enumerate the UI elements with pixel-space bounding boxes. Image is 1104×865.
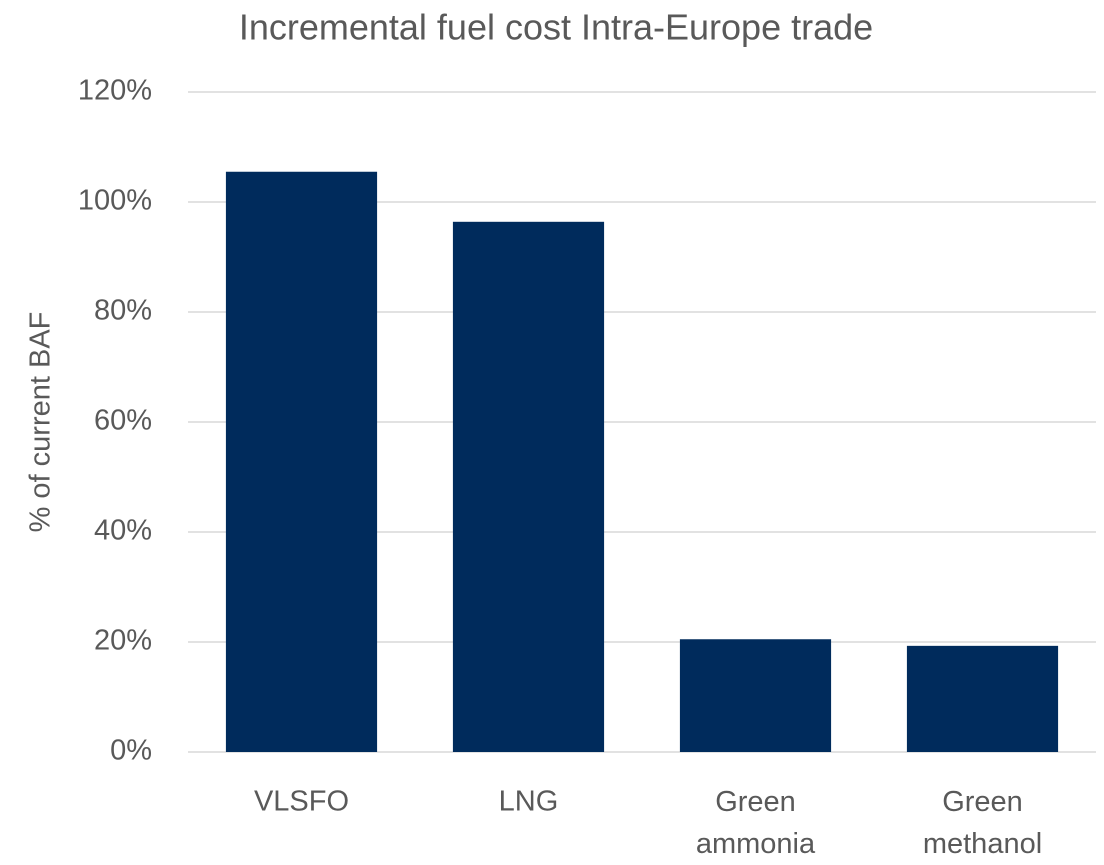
y-axis-label: % of current BAF [25,312,57,533]
chart-title: Incremental fuel cost Intra-Europe trade [239,7,873,48]
bar [906,645,1059,752]
x-tick-label: Green ammonia [696,786,816,860]
y-tick-label: 120% [78,75,152,107]
y-tick-label: 20% [94,625,152,657]
y-tick-label: 40% [94,515,152,547]
y-tick-label: 100% [78,185,152,217]
y-tick-label: 80% [94,295,152,327]
x-tick-label: LNG [499,786,559,818]
x-tick-label: VLSFO [254,786,349,818]
bar [225,171,378,752]
bar [679,639,832,752]
y-tick-label: 0% [110,735,152,767]
y-tick-label: 60% [94,405,152,437]
x-tick-label: Green methanol [923,786,1042,860]
bar [452,221,605,753]
